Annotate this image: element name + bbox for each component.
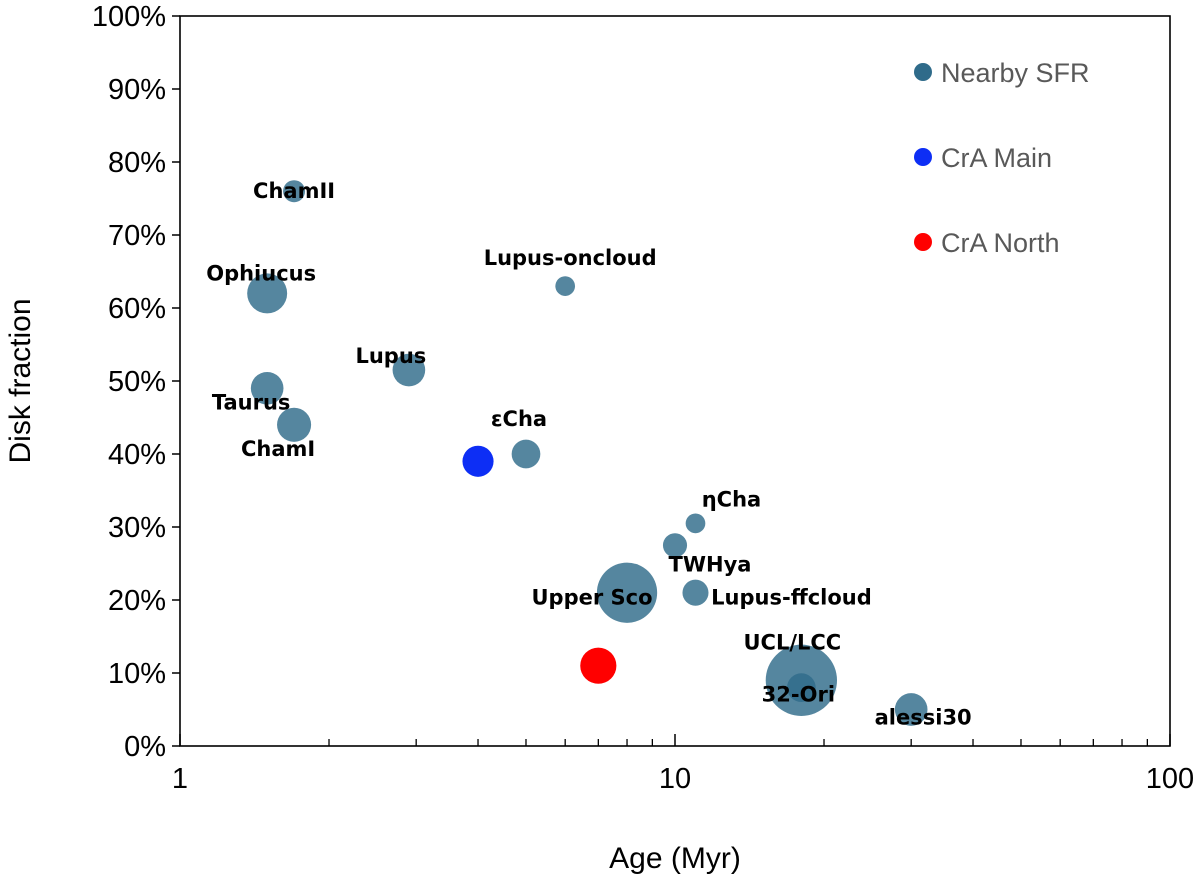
y-tick-label: 40%	[108, 439, 166, 471]
y-tick-label: 90%	[108, 74, 166, 106]
bubble-lupus-oncloud	[555, 276, 576, 296]
bubble-32-ori	[787, 673, 816, 702]
bubble-lupus-ffcloud	[682, 579, 709, 606]
legend-label: CrA Main	[941, 143, 1052, 173]
legend-marker	[914, 233, 932, 251]
legend-marker	[914, 63, 932, 81]
y-tick-label: 10%	[108, 658, 166, 690]
point-label: ChamI	[241, 437, 315, 461]
bubble--cha	[685, 513, 706, 534]
point-label: Lupus	[355, 344, 426, 368]
x-tick-label: 1	[172, 763, 188, 795]
y-tick-label: 60%	[108, 293, 166, 325]
point-label: TWHya	[669, 552, 752, 576]
axis-ticks	[172, 15, 1171, 747]
point-label: Upper Sco	[532, 586, 653, 610]
point-label: 32-Ori	[762, 683, 835, 707]
bubble-lupus	[392, 353, 426, 387]
bubble-cra-north	[580, 647, 617, 684]
bubble-ophiucus	[247, 273, 288, 314]
bubble-chami	[277, 407, 312, 442]
x-axis-title: Age (Myr)	[609, 842, 741, 875]
bubble--cha	[511, 439, 541, 469]
point-label: UCL/LCC	[743, 630, 841, 654]
y-tick-label: 70%	[108, 220, 166, 252]
y-tick-label: 20%	[108, 585, 166, 617]
legend: Nearby SFR CrA Main CrA North	[914, 58, 1090, 258]
bubble-taurus	[250, 371, 284, 405]
point-labels: ChamII Ophiucus Taurus ChamI Lupus εCha Lupus-…	[206, 179, 971, 729]
point-label: εCha	[491, 407, 547, 431]
y-tick-label: 80%	[108, 147, 166, 179]
bubble-alessi30	[894, 693, 928, 726]
point-label: Taurus	[212, 390, 291, 414]
y-tick-label: 50%	[108, 366, 166, 398]
y-tick-labels: 0% 10% 20% 30% 40% 50% 60% 70% 80% 90% 100%	[92, 1, 166, 763]
point-label: ChamII	[253, 179, 335, 203]
bubbles	[247, 180, 928, 726]
x-tick-labels: 1 10 100	[172, 763, 1194, 795]
y-tick-label: 30%	[108, 512, 166, 544]
bubble-cra-main	[462, 445, 494, 477]
x-tick-label: 10	[659, 763, 691, 795]
point-label: ηCha	[702, 487, 761, 511]
y-tick-label: 0%	[124, 731, 166, 763]
y-axis-title: Disk fraction	[4, 298, 37, 463]
x-minor-ticks	[328, 739, 1149, 746]
legend-marker	[914, 148, 932, 166]
point-label: alessi30	[875, 706, 972, 730]
legend-label: Nearby SFR	[941, 58, 1090, 88]
point-label: Lupus-oncloud	[484, 246, 657, 270]
y-tick-label: 100%	[92, 1, 166, 33]
bubble-upper-sco	[596, 562, 658, 623]
point-label: Ophiucus	[206, 261, 316, 285]
bubble-chamii	[283, 180, 306, 203]
x-tick-label: 100	[1146, 763, 1194, 795]
point-label: Lupus-ffcloud	[711, 586, 872, 610]
legend-label: CrA North	[941, 228, 1060, 258]
bubble-twhya	[662, 533, 688, 558]
plot-area	[179, 15, 1171, 747]
